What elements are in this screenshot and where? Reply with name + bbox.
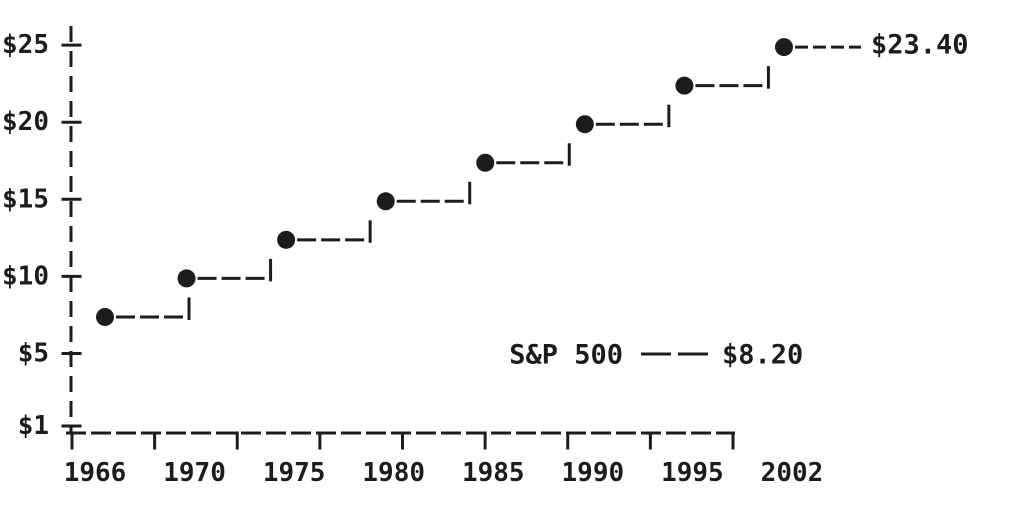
- y-tick-label: $20: [2, 107, 49, 137]
- x-tick-label: 1995: [661, 458, 724, 488]
- y-tick-label: $1: [18, 411, 49, 441]
- x-tick-label: 1980: [362, 458, 425, 488]
- data-point-dot: [96, 307, 114, 326]
- data-point-dot: [675, 76, 694, 95]
- x-tick-label: 2002: [761, 458, 824, 488]
- legend-series-label: S&P 500: [509, 340, 623, 371]
- x-tick-label: 1970: [163, 458, 226, 488]
- end-value-label: $23.40: [871, 30, 969, 61]
- y-tick-label: $25: [2, 30, 49, 60]
- y-tick-label: $10: [2, 261, 49, 291]
- x-tick-label: 1990: [562, 458, 625, 488]
- data-point-dot: [277, 230, 296, 249]
- x-tick-label: 1975: [263, 458, 326, 488]
- legend-value-label: $8.20: [722, 340, 803, 371]
- data-point-dot: [476, 153, 495, 172]
- y-tick-label: $5: [18, 339, 49, 369]
- x-tick-label: 1985: [462, 458, 525, 488]
- legend: S&P 500 $8.20: [509, 340, 803, 371]
- data-point-dot: [177, 269, 196, 288]
- data-point-dot: [376, 192, 395, 211]
- data-point-dot: [575, 115, 594, 134]
- data-point-dot: [774, 38, 793, 57]
- y-tick-label: $15: [2, 184, 49, 214]
- end-value-annotation: $23.40: [871, 30, 969, 61]
- axes: $25 $20 $15 $10 $5 $1 1966 1970 1975 1980 1985 1990…: [2, 26, 823, 488]
- series-steps: [96, 38, 861, 326]
- x-tick-label: 1966: [64, 458, 127, 488]
